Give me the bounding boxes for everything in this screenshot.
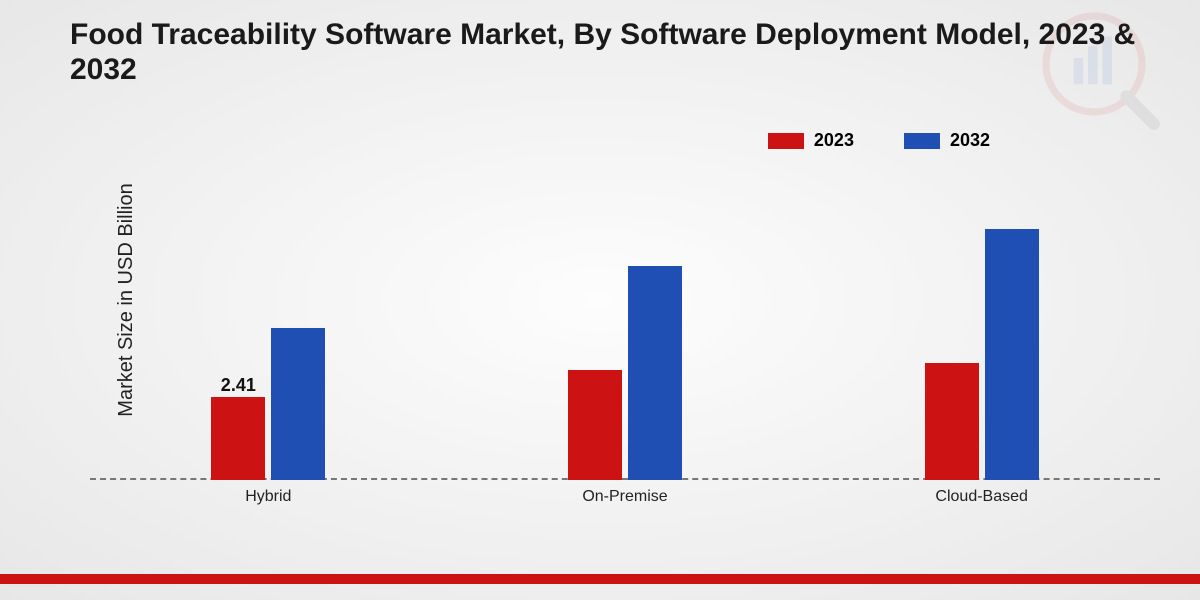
legend-swatch <box>904 133 940 149</box>
bar <box>985 229 1039 480</box>
plot-area: 2.41HybridOn-PremiseCloud-Based <box>90 170 1160 510</box>
legend-item: 2023 <box>768 130 854 151</box>
bar-group: 2.41Hybrid <box>90 170 447 480</box>
category-label: Cloud-Based <box>803 488 1160 506</box>
bar <box>628 266 682 480</box>
data-label: 2.41 <box>221 375 256 396</box>
chart-canvas: Food Traceability Software Market, By So… <box>0 0 1200 600</box>
bar <box>925 363 979 480</box>
legend-item: 2032 <box>904 130 990 151</box>
bar-group: Cloud-Based <box>803 170 1160 480</box>
legend-swatch <box>768 133 804 149</box>
chart-title: Food Traceability Software Market, By So… <box>70 18 1140 87</box>
bar-groups: 2.41HybridOn-PremiseCloud-Based <box>90 170 1160 480</box>
bar: 2.41 <box>211 397 265 480</box>
bar-group: On-Premise <box>447 170 804 480</box>
legend-label: 2023 <box>814 130 854 151</box>
footer-accent-bar <box>0 574 1200 584</box>
category-label: On-Premise <box>447 488 804 506</box>
watermark-handle <box>1126 96 1154 124</box>
legend-label: 2032 <box>950 130 990 151</box>
category-label: Hybrid <box>90 488 447 506</box>
legend: 2023 2032 <box>768 130 990 151</box>
bar <box>568 370 622 480</box>
bar <box>271 328 325 480</box>
